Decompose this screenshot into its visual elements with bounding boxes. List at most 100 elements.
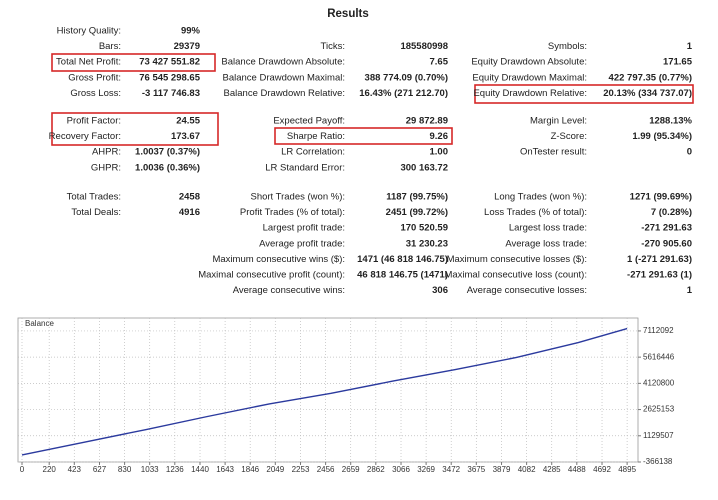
field-value: 16.43% (271 212.70) bbox=[359, 88, 448, 99]
balance-line bbox=[21, 327, 628, 456]
field-label: Margin Level: bbox=[530, 116, 587, 127]
field-label: Maximum consecutive losses ($): bbox=[447, 254, 587, 265]
highlight bbox=[474, 84, 694, 104]
highlight bbox=[274, 127, 453, 145]
field-label: Recovery Factor: bbox=[49, 131, 121, 142]
y-tick-label: 5616446 bbox=[643, 352, 675, 361]
field-value: 1.00 bbox=[430, 147, 449, 158]
field-value: 1 bbox=[687, 285, 693, 296]
field-value: 388 774.09 (0.70%) bbox=[365, 72, 448, 83]
field-label: Largest loss trade: bbox=[509, 223, 587, 234]
field-value: 76 545 298.65 bbox=[139, 72, 200, 83]
y-tick-label: 4120800 bbox=[643, 378, 675, 387]
field-value: 99% bbox=[181, 26, 201, 37]
field-value: 1271 (99.69%) bbox=[630, 192, 692, 203]
field-label: Loss Trades (% of total): bbox=[484, 207, 587, 218]
x-tick-label: 627 bbox=[93, 465, 107, 474]
field-label: Z-Score: bbox=[551, 131, 587, 142]
field-label: Average consecutive losses: bbox=[467, 285, 587, 296]
x-tick-label: 830 bbox=[118, 465, 132, 474]
x-tick-label: 3066 bbox=[392, 465, 410, 474]
field-label: Maximal consecutive loss (count): bbox=[444, 270, 587, 281]
field-value: 1.99 (95.34%) bbox=[632, 131, 692, 142]
field-label: Largest profit trade: bbox=[263, 223, 345, 234]
y-tick-label: 1129507 bbox=[643, 431, 674, 440]
field-value: 1471 (46 818 146.75) bbox=[357, 254, 448, 265]
field-value: 185580998 bbox=[400, 41, 448, 52]
field-value: 300 163.72 bbox=[400, 162, 448, 173]
field-label: Maximum consecutive wins ($): bbox=[212, 254, 345, 265]
x-tick-label: 3879 bbox=[493, 465, 511, 474]
x-tick-label: 423 bbox=[68, 465, 82, 474]
field-value: -3 117 746.83 bbox=[142, 88, 200, 99]
field-label: Gross Loss: bbox=[70, 88, 121, 99]
field-label: Average profit trade: bbox=[259, 238, 345, 249]
x-tick-label: 1846 bbox=[241, 465, 259, 474]
field-label: Total Net Profit: bbox=[56, 57, 121, 68]
field-value: 24.55 bbox=[176, 116, 200, 127]
field-value: 29 872.89 bbox=[406, 116, 448, 127]
field-label: Symbols: bbox=[548, 41, 587, 52]
x-tick-label: 2659 bbox=[342, 465, 360, 474]
field-label: Total Trades: bbox=[67, 192, 121, 203]
x-tick-label: 4895 bbox=[618, 465, 636, 474]
x-tick-label: 2253 bbox=[292, 465, 310, 474]
field-value: 7 (0.28%) bbox=[651, 207, 692, 218]
field-value: 20.13% (334 737.07) bbox=[603, 88, 692, 99]
field-label: Short Trades (won %): bbox=[250, 192, 345, 203]
field-value: 1288.13% bbox=[649, 116, 692, 127]
legend-label: Balance bbox=[25, 319, 54, 328]
field-label: Equity Drawdown Absolute: bbox=[471, 57, 587, 68]
field-value: 4916 bbox=[179, 207, 200, 218]
field-label: Balance Drawdown Absolute: bbox=[221, 57, 345, 68]
field-value: 1.0037 (0.37%) bbox=[135, 147, 200, 158]
x-tick-label: 1033 bbox=[141, 465, 159, 474]
field-label: Equity Drawdown Relative: bbox=[473, 88, 587, 99]
x-tick-label: 2862 bbox=[367, 465, 385, 474]
highlight bbox=[51, 112, 219, 146]
report-title: Results bbox=[327, 8, 369, 20]
field-value: 1187 (99.75%) bbox=[386, 192, 448, 203]
field-value: -271 291.63 (1) bbox=[627, 270, 692, 281]
field-value: -271 291.63 bbox=[641, 223, 692, 234]
field-label: Bars: bbox=[99, 41, 121, 52]
field-label: LR Standard Error: bbox=[265, 162, 345, 173]
field-label: Maximal consecutive profit (count): bbox=[198, 270, 345, 281]
field-label: Gross Profit: bbox=[68, 72, 121, 83]
field-value: 1 bbox=[687, 41, 693, 52]
x-tick-label: 4082 bbox=[518, 465, 536, 474]
field-value: 29379 bbox=[174, 41, 200, 52]
y-tick-label: -366138 bbox=[643, 457, 673, 466]
field-label: Profit Factor: bbox=[67, 116, 121, 127]
field-label: History Quality: bbox=[57, 26, 121, 37]
field-value: 2451 (99.72%) bbox=[386, 207, 448, 218]
x-tick-label: 4488 bbox=[568, 465, 586, 474]
field-value: -270 905.60 bbox=[641, 238, 692, 249]
field-value: 1.0036 (0.36%) bbox=[135, 162, 200, 173]
field-label: Ticks: bbox=[321, 41, 345, 52]
x-tick-label: 1643 bbox=[216, 465, 234, 474]
field-label: OnTester result: bbox=[520, 147, 587, 158]
field-value: 171.65 bbox=[663, 57, 693, 68]
x-tick-label: 220 bbox=[43, 465, 57, 474]
chart-frame bbox=[17, 317, 639, 463]
field-value: 173.67 bbox=[171, 131, 200, 142]
field-value: 1 (-271 291.63) bbox=[627, 254, 692, 265]
x-tick-label: 4692 bbox=[593, 465, 611, 474]
field-label: Average loss trade: bbox=[505, 238, 587, 249]
field-label: Profit Trades (% of total): bbox=[240, 207, 345, 218]
field-label: Total Deals: bbox=[71, 207, 121, 218]
y-tick-label: 7112092 bbox=[643, 326, 674, 335]
field-label: Balance Drawdown Relative: bbox=[224, 88, 345, 99]
x-tick-label: 2456 bbox=[317, 465, 335, 474]
field-value: 422 797.35 (0.77%) bbox=[609, 72, 692, 83]
field-label: Expected Payoff: bbox=[273, 116, 345, 127]
x-tick-label: 4285 bbox=[543, 465, 561, 474]
x-tick-label: 1236 bbox=[166, 465, 184, 474]
field-value: 170 520.59 bbox=[400, 223, 448, 234]
field-value: 2458 bbox=[179, 192, 200, 203]
field-label: Long Trades (won %): bbox=[494, 192, 587, 203]
x-tick-label: 3269 bbox=[417, 465, 435, 474]
field-label: Balance Drawdown Maximal: bbox=[223, 72, 346, 83]
